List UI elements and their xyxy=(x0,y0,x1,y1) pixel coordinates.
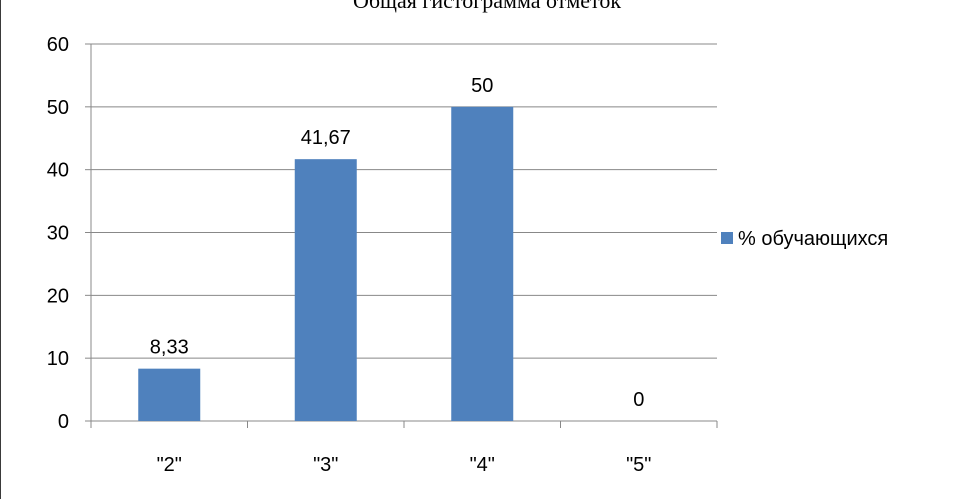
y-tick-label: 30 xyxy=(47,223,69,245)
bar xyxy=(294,159,357,421)
gridlines xyxy=(91,43,717,359)
legend: % обучающихся xyxy=(721,228,888,250)
labels: 0 10 20 30 40 50 60 8,33 "2" 41,67 "3" 50 "4" 0 "5" xyxy=(47,34,652,476)
category-label: "4" xyxy=(470,454,495,476)
bar xyxy=(138,368,201,421)
y-tick-label: 0 xyxy=(58,411,69,433)
data-label: 41,67 xyxy=(301,127,351,149)
data-label: 0 xyxy=(633,389,644,411)
bars xyxy=(138,106,514,421)
y-tick-label: 60 xyxy=(47,34,69,56)
legend-swatch xyxy=(721,232,733,244)
category-label: "5" xyxy=(626,454,651,476)
y-tick-label: 40 xyxy=(47,160,69,182)
data-label: 50 xyxy=(471,75,493,97)
chart-title: Общая гистограмма отметок xyxy=(352,0,622,13)
y-tick-label: 50 xyxy=(47,97,69,119)
y-tick-label: 10 xyxy=(47,348,69,370)
data-label: 8,33 xyxy=(150,337,189,359)
category-label: "2" xyxy=(157,454,182,476)
bar xyxy=(451,106,514,421)
legend-label: % обучающихся xyxy=(738,228,888,250)
y-tick-label: 20 xyxy=(47,285,69,307)
category-label: "3" xyxy=(313,454,338,476)
